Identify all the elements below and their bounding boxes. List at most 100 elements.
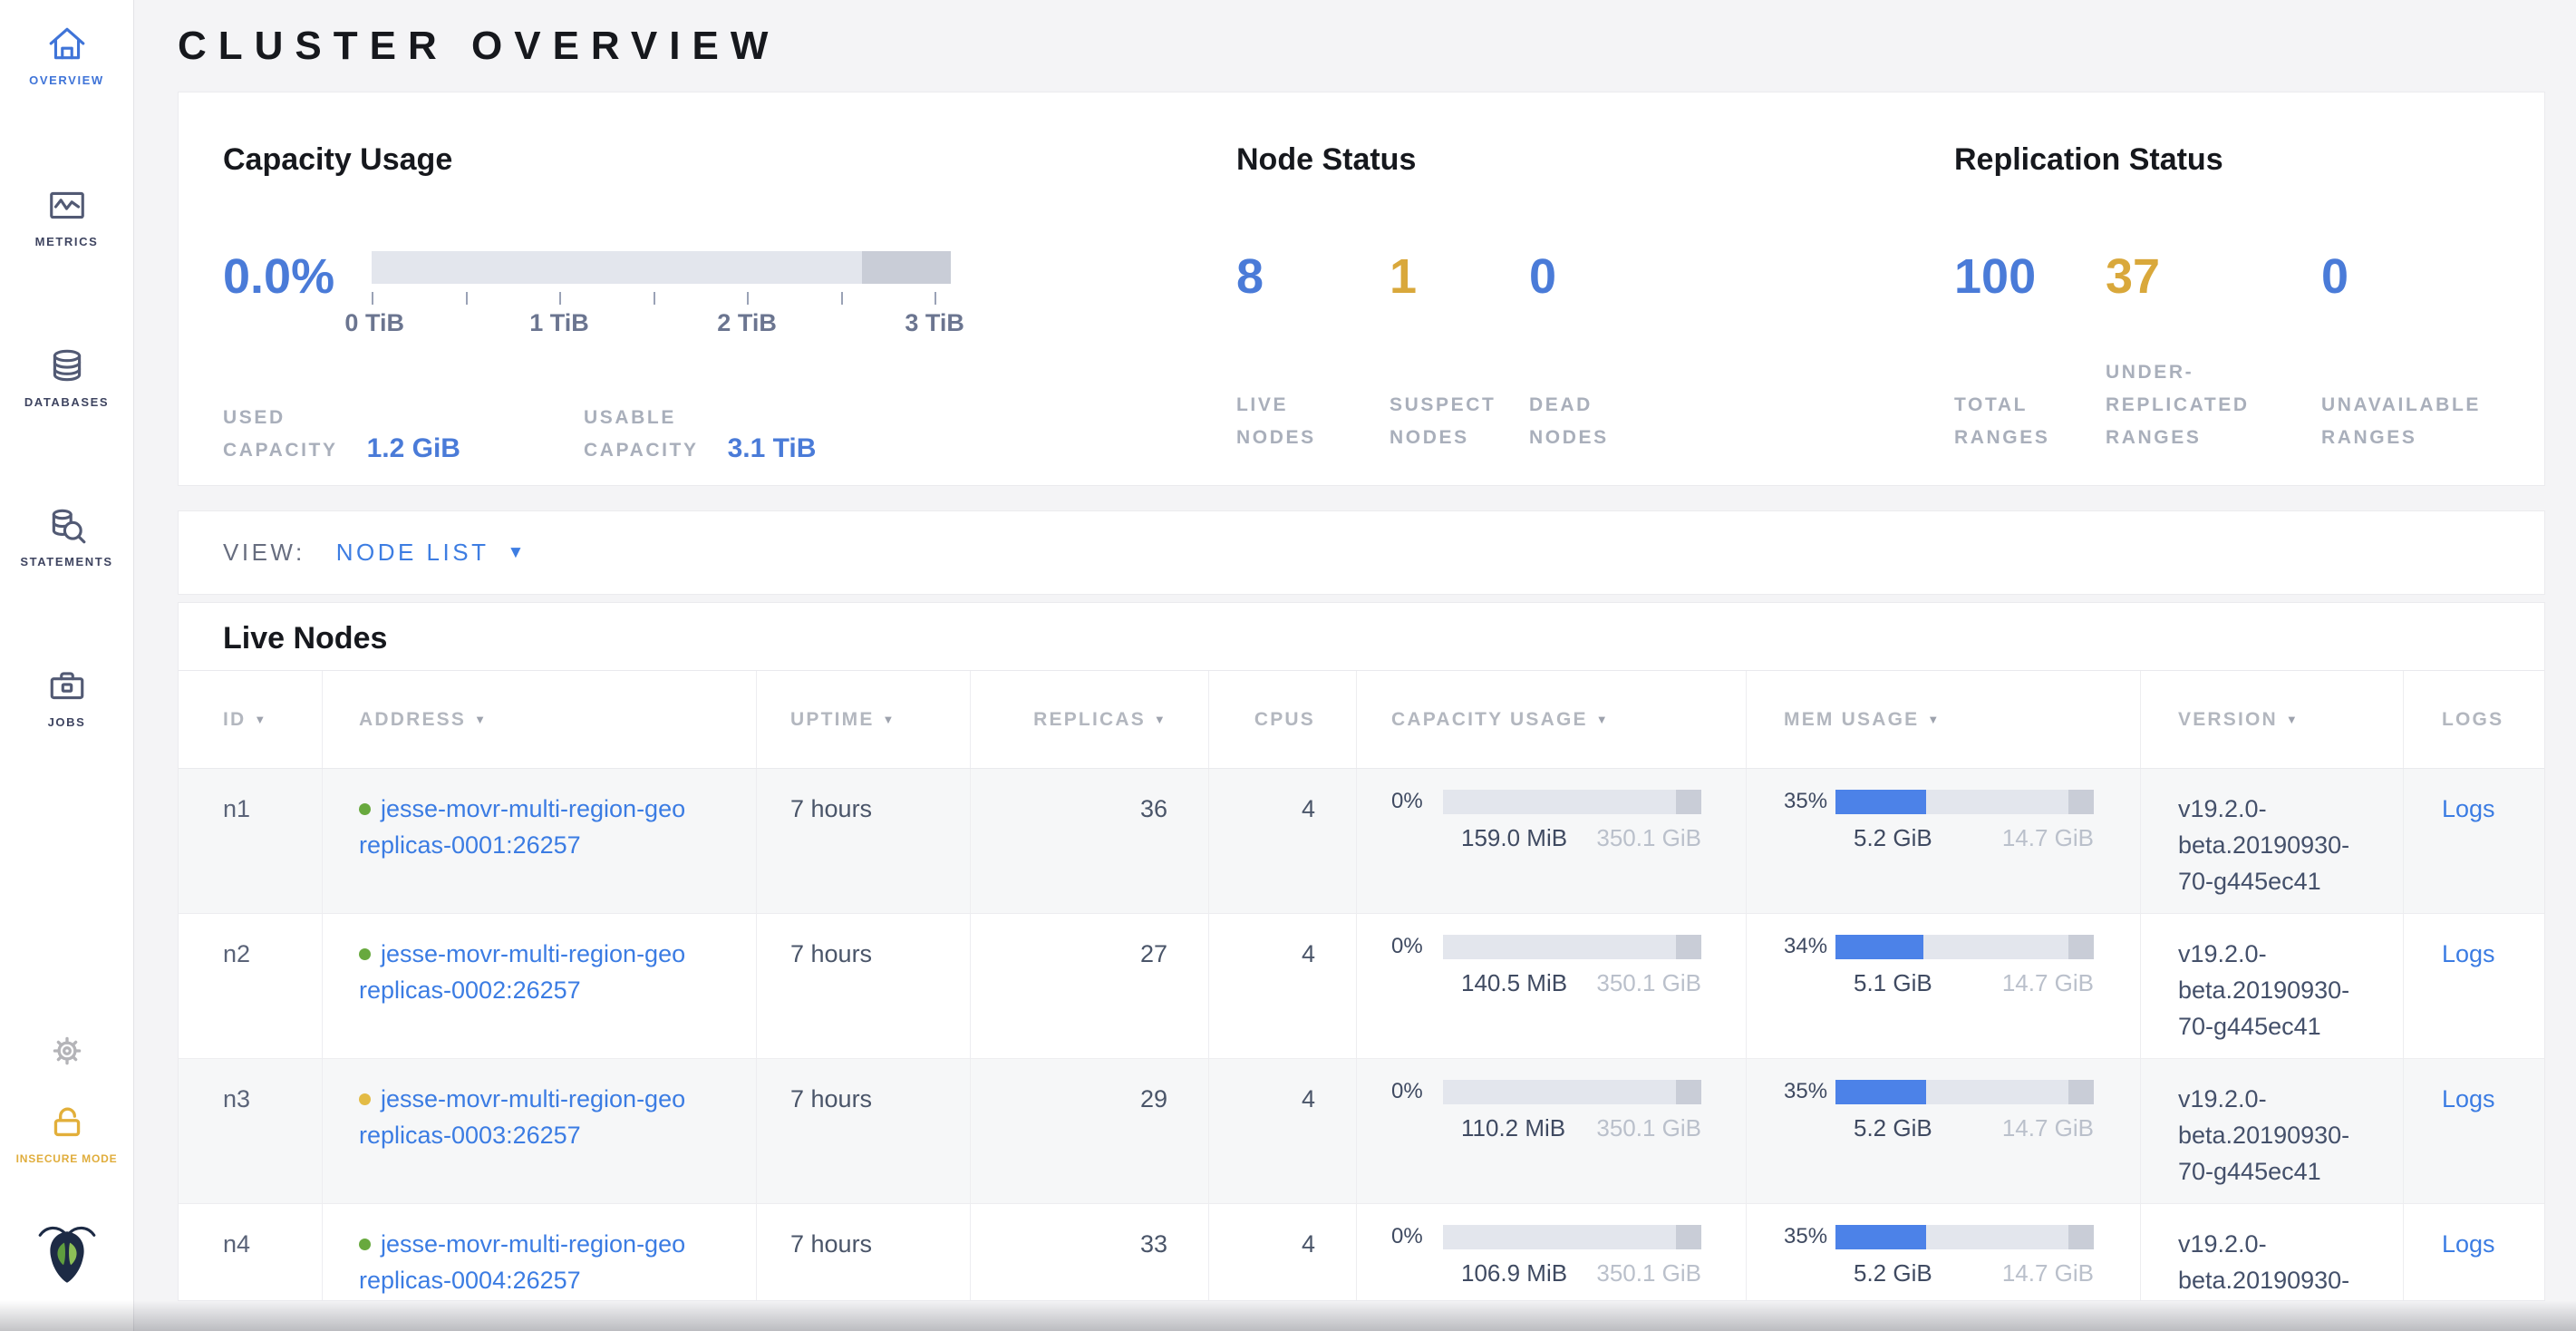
node-id: n1 <box>223 795 251 822</box>
used-capacity-stat: USED CAPACITY 1.2 GiB <box>223 402 584 467</box>
table-header-row: ID ▼ ADDRESS ▼ UPTIME ▼ REPLICAS ▼ CPUS CAPA… <box>179 670 2544 769</box>
axis-tick-label: 2 TiB <box>717 309 777 336</box>
node-live-status-dot <box>359 803 371 815</box>
capacity-percent: 0% <box>1391 789 1423 813</box>
column-header-uptime[interactable]: UPTIME ▼ <box>756 671 970 768</box>
node-version: v19.2.0- beta.20190930- 70-g445ec41 <box>2140 914 2403 1058</box>
capacity-usage-section: Capacity Usage 0.0% <box>223 141 1236 485</box>
table-row: n1 jesse-movr-multi-region-geo replicas-… <box>179 769 2544 914</box>
mem-total: 14.7 GiB <box>2001 969 2094 996</box>
capacity-usage-gauge: 0% 110.2 MiB 350.1 GiB <box>1356 1059 1746 1203</box>
table-row: n4 jesse-movr-multi-region-geo replicas-… <box>179 1204 2544 1300</box>
logs-link[interactable]: Logs <box>2442 1085 2495 1112</box>
view-dropdown[interactable]: NODE LIST <box>335 539 489 566</box>
node-replicas: 33 <box>970 1204 1208 1300</box>
logs-link[interactable]: Logs <box>2442 795 2495 822</box>
capacity-total: 350.1 GiB <box>1596 969 1701 996</box>
sort-desc-icon: ▼ <box>1595 713 1610 726</box>
node-uptime: 7 hours <box>756 1204 970 1300</box>
column-header-address[interactable]: ADDRESS ▼ <box>322 671 756 768</box>
mem-used: 5.2 GiB <box>1854 824 1932 851</box>
node-id: n3 <box>223 1085 251 1112</box>
jobs-icon <box>50 672 83 700</box>
table-row: n3 jesse-movr-multi-region-geo replicas-… <box>179 1059 2544 1204</box>
node-version: v19.2.0- beta.20190930- 70-g445ec41 <box>2140 769 2403 913</box>
capacity-total: 350.1 GiB <box>1596 824 1701 851</box>
capacity-used: 159.0 MiB <box>1461 824 1568 851</box>
mem-percent: 35% <box>1784 789 1828 813</box>
replication-status-section: Replication Status 100 TOTAL RANGES 37 U… <box>1954 141 2544 485</box>
live-nodes-card: Live Nodes ID ▼ ADDRESS ▼ UPTIME ▼ REPLICAS… <box>178 602 2545 1301</box>
node-replicas: 29 <box>970 1059 1208 1203</box>
node-id: n2 <box>223 940 251 967</box>
page-title: CLUSTER OVERVIEW <box>178 24 780 68</box>
sidebar-item-statements[interactable]: STATEMENTS <box>0 505 133 568</box>
mem-total: 14.7 GiB <box>2001 824 2094 851</box>
node-uptime: 7 hours <box>756 769 970 913</box>
capacity-used: 140.5 MiB <box>1461 969 1568 996</box>
sidebar-item-label: STATEMENTS <box>20 555 113 568</box>
cockroach-logo[interactable] <box>0 1222 133 1289</box>
capacity-percent: 0% <box>1391 1079 1423 1103</box>
mem-usage-gauge: 35% 5.2 GiB 14.7 GiB <box>1746 1204 2140 1300</box>
node-address-link[interactable]: replicas-0003:26257 <box>359 1122 581 1149</box>
sidebar: OVERVIEW METRICS DATABASES <box>0 0 134 1331</box>
total-ranges-value: 100 <box>1954 249 2037 304</box>
capacity-used: 106.9 MiB <box>1461 1259 1568 1287</box>
suspect-nodes-value: 1 <box>1390 249 1418 304</box>
node-cpus: 4 <box>1208 769 1356 913</box>
sidebar-item-jobs[interactable]: JOBS <box>0 666 133 729</box>
column-header-replicas[interactable]: REPLICAS ▼ <box>970 671 1208 768</box>
column-header-capacity-usage[interactable]: CAPACITY USAGE ▼ <box>1356 671 1746 768</box>
capacity-used-percent: 0.0% <box>223 249 335 304</box>
column-header-mem-usage[interactable]: MEM USAGE ▼ <box>1746 671 2140 768</box>
node-address-link[interactable]: replicas-0002:26257 <box>359 976 581 1004</box>
node-address-link[interactable]: jesse-movr-multi-region-geo <box>381 1085 686 1112</box>
main-content: CLUSTER OVERVIEW Capacity Usage 0.0% <box>134 0 2576 1331</box>
column-header-version[interactable]: VERSION ▼ <box>2140 671 2403 768</box>
sort-desc-icon: ▼ <box>474 713 489 726</box>
logs-link[interactable]: Logs <box>2442 940 2495 967</box>
metrics-icon <box>49 191 84 219</box>
node-address-cell: jesse-movr-multi-region-geo replicas-000… <box>322 914 756 1058</box>
node-address-link[interactable]: jesse-movr-multi-region-geo <box>381 940 686 967</box>
column-header-cpus[interactable]: CPUS <box>1208 671 1356 768</box>
view-bar: VIEW: NODE LIST ▼ <box>178 510 2545 595</box>
node-address-link[interactable]: replicas-0001:26257 <box>359 831 581 859</box>
live-nodes-stat: 8 LIVE NODES <box>1236 251 1390 454</box>
usable-capacity-stat: USABLE CAPACITY 3.1 TiB <box>584 402 816 467</box>
node-address-link[interactable]: jesse-movr-multi-region-geo <box>381 795 686 822</box>
sidebar-item-overview[interactable]: OVERVIEW <box>0 24 133 87</box>
mem-percent: 34% <box>1784 934 1828 958</box>
node-address-cell: jesse-movr-multi-region-geo replicas-000… <box>322 1059 756 1203</box>
axis-tick-label: 1 TiB <box>529 309 589 336</box>
sidebar-item-metrics[interactable]: METRICS <box>0 185 133 248</box>
sidebar-item-databases[interactable]: DATABASES <box>0 345 133 409</box>
node-version: v19.2.0- beta.20190930- 70-g445ec41 <box>2140 1059 2403 1203</box>
node-address-link[interactable]: replicas-0004:26257 <box>359 1267 581 1294</box>
node-logs-cell: Logs <box>2403 914 2544 1058</box>
node-status-section: Node Status 8 LIVE NODES 1 SUSPECT NODE <box>1236 141 1954 485</box>
sidebar-item-insecure-mode[interactable]: INSECURE MODE <box>0 1104 133 1165</box>
node-live-status-dot <box>359 1239 371 1250</box>
node-address-cell: jesse-movr-multi-region-geo replicas-000… <box>322 769 756 913</box>
capacity-usage-gauge: 0% 106.9 MiB 350.1 GiB <box>1356 1204 1746 1300</box>
capacity-bar: 0 TiB 1 TiB 2 TiB 3 TiB <box>344 251 964 349</box>
sidebar-item-settings[interactable] <box>0 1030 133 1072</box>
column-header-id[interactable]: ID ▼ <box>223 708 268 730</box>
sort-desc-icon: ▼ <box>882 713 896 726</box>
unavailable-ranges-stat: 0 UNAVAILABLE RANGES <box>2321 249 2481 448</box>
chevron-down-icon[interactable]: ▼ <box>507 542 525 562</box>
mem-usage-gauge: 34% 5.1 GiB 14.7 GiB <box>1746 914 2140 1058</box>
logs-link[interactable]: Logs <box>2442 1230 2495 1258</box>
view-label: VIEW: <box>223 539 305 566</box>
node-logs-cell: Logs <box>2403 769 2544 913</box>
capacity-axis: 0 TiB 1 TiB 2 TiB 3 TiB <box>344 284 964 349</box>
sidebar-item-label: METRICS <box>34 235 99 248</box>
node-address-link[interactable]: jesse-movr-multi-region-geo <box>381 1230 686 1258</box>
under-replicated-ranges-value: 37 <box>2106 249 2161 304</box>
statements-icon <box>52 509 85 544</box>
column-header-logs: LOGS <box>2403 671 2544 768</box>
mem-usage-gauge: 35% 5.2 GiB 14.7 GiB <box>1746 1059 2140 1203</box>
capacity-used: 110.2 MiB <box>1461 1114 1566 1142</box>
